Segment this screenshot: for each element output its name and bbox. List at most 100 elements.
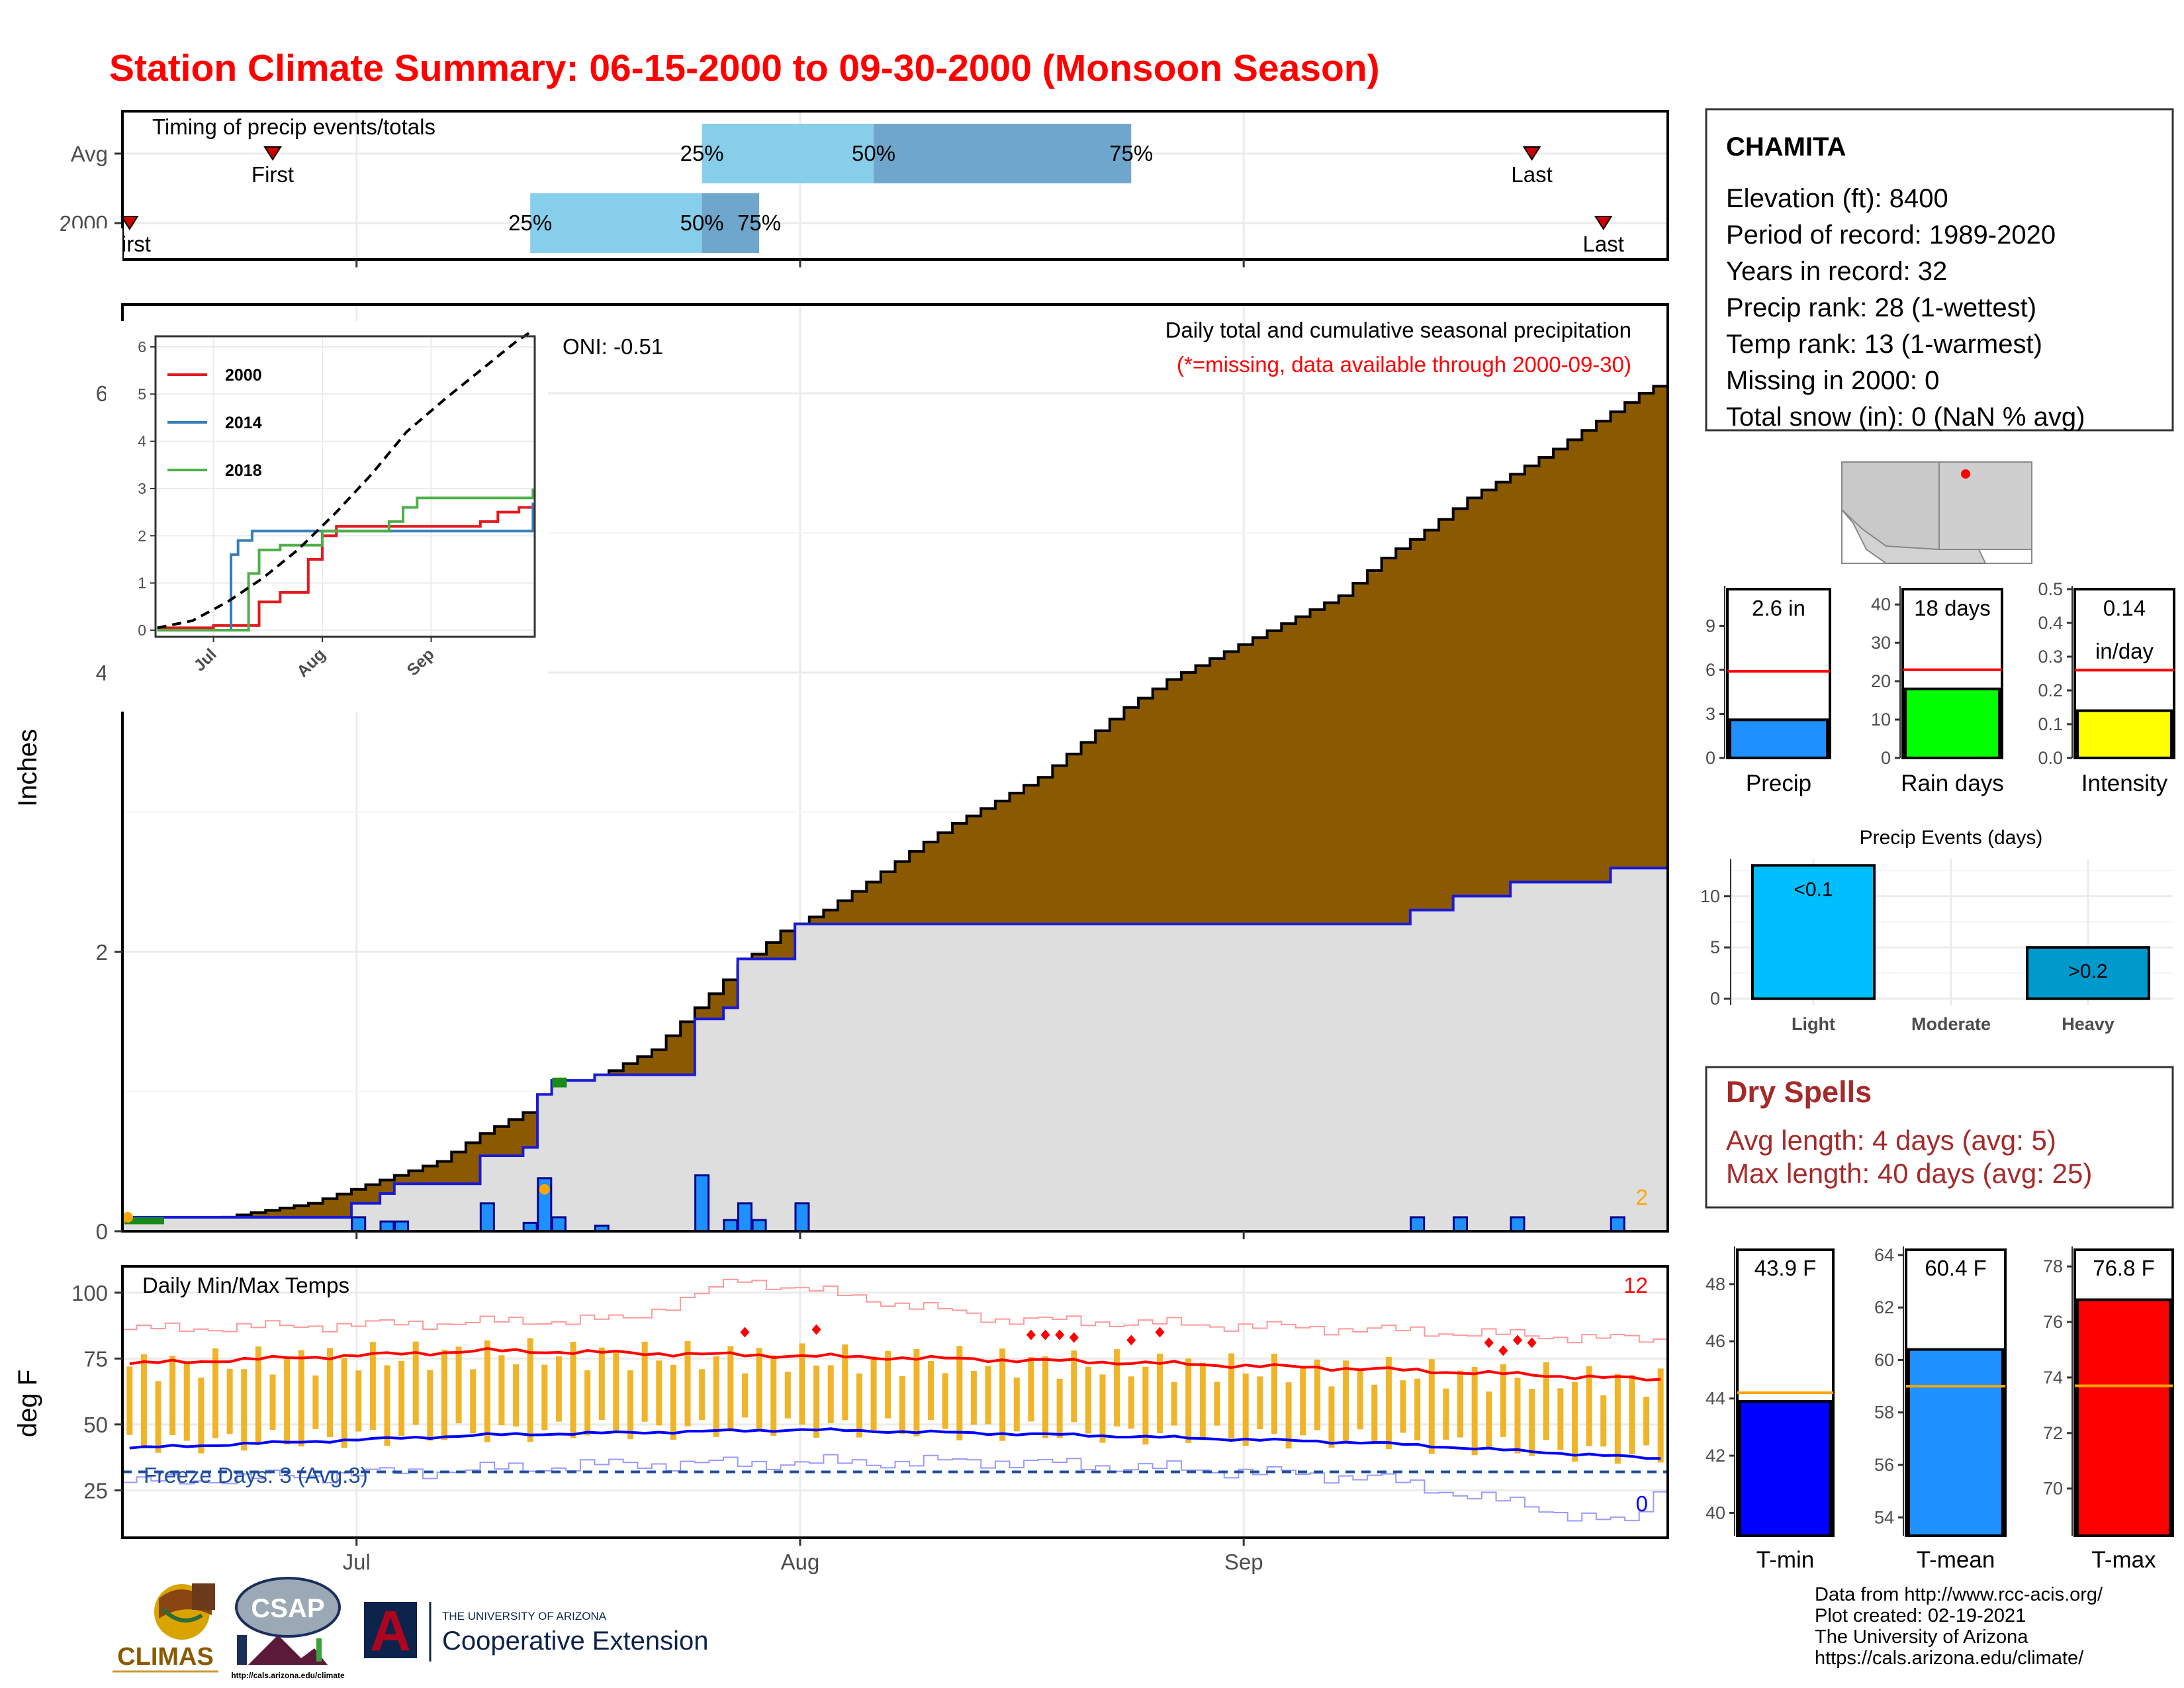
inset-ytick-label: 3 <box>138 480 146 497</box>
daily-temp-bar <box>784 1372 791 1419</box>
temp-value-bar <box>1907 1348 2004 1537</box>
daily-precip-bar <box>737 1202 752 1233</box>
station-info-line: Elevation (ft): 8400 <box>1726 184 1948 213</box>
record-high-marker <box>811 1324 821 1335</box>
inset-legend-label: 2018 <box>225 461 262 480</box>
inset-series-2000 <box>157 506 533 630</box>
events-ytick-label: 5 <box>1710 937 1720 957</box>
main-ytick-label: 2 <box>96 940 108 964</box>
daily-temp-bar <box>369 1342 376 1430</box>
inset-panel-bg <box>156 336 535 637</box>
climas-logo-swoosh <box>160 1607 203 1622</box>
footer-line: https://cals.arizona.edu/climate/ <box>1815 1648 2084 1669</box>
mini-value-label: 2.6 in <box>1752 596 1805 620</box>
daily-temp-bar <box>284 1358 291 1445</box>
mini-chart-label: Rain days <box>1901 771 2004 796</box>
avg-tmax-line <box>129 1346 1661 1382</box>
main-ytick-label: 4 <box>96 661 108 685</box>
daily-temp-bar <box>1557 1388 1564 1450</box>
temp-value-bar <box>1739 1399 1832 1537</box>
daily-precip-bar <box>379 1220 395 1233</box>
daily-temp-bar <box>1242 1373 1249 1446</box>
timing-overflow-mask <box>66 228 122 261</box>
last-event-marker <box>1522 146 1541 161</box>
events-category-label: Light <box>1792 1014 1835 1034</box>
footer-line: The University of Arizona <box>1815 1626 2028 1648</box>
temp-value-label: 60.4 F <box>1925 1256 1987 1280</box>
daily-precip-bar <box>751 1219 767 1233</box>
daily-temp-bar <box>1085 1366 1091 1434</box>
daily-temp-bar <box>1471 1366 1478 1456</box>
daily-temp-bar <box>713 1356 719 1437</box>
temp-bar-ytick-label: 78 <box>2043 1256 2063 1276</box>
avg-tmin-line <box>129 1427 1661 1460</box>
inset-ytick-label: 4 <box>138 433 146 450</box>
record-high-marker <box>1026 1329 1036 1340</box>
timing-bar-25-50 <box>702 124 874 183</box>
daily-temp-bar <box>813 1366 820 1438</box>
inset-border <box>154 335 536 638</box>
dry-spells-box <box>1705 1066 2174 1209</box>
temp-title: Daily Min/Max Temps <box>142 1273 349 1297</box>
record-high-marker <box>1498 1345 1508 1356</box>
temp-count-min: 0 <box>1636 1491 1648 1516</box>
events-bar <box>1751 864 1876 1000</box>
climas-logo-text: CLIMAS <box>117 1643 214 1671</box>
timing-label-25: 25% <box>680 141 724 165</box>
temp-bar-ytick-label: 76 <box>2043 1312 2063 1332</box>
record-high-marker <box>1069 1332 1079 1343</box>
map-state-new-mexico <box>1938 461 2032 550</box>
daily-temp-bar <box>699 1369 705 1421</box>
temp-bar-ytick-label: 64 <box>1874 1245 1894 1265</box>
daily-temp-bar <box>1328 1386 1335 1448</box>
timing-label-50: 50% <box>852 141 895 165</box>
daily-temp-bar <box>269 1374 276 1430</box>
daily-temp-bar <box>1013 1378 1020 1432</box>
daily-temp-bar <box>341 1357 347 1448</box>
daily-temp-bar <box>727 1346 734 1432</box>
mini-ytick-label: 0.1 <box>2038 714 2063 734</box>
csap-logo-mountain <box>248 1635 328 1665</box>
daily-temp-bar <box>1457 1370 1464 1438</box>
timing-label-50: 50% <box>680 211 724 235</box>
events-bar-label: <0.1 <box>1794 878 1833 900</box>
daily-temp-bar <box>498 1355 505 1426</box>
temp-panel-bg <box>122 1266 1668 1538</box>
daily-temp-bar <box>455 1346 462 1424</box>
daily-temp-bar <box>870 1356 877 1430</box>
inset-ytick-label: 1 <box>138 575 146 592</box>
daily-temp-bar <box>985 1366 991 1425</box>
mini-ytick-label: 3 <box>1706 704 1715 724</box>
daily-temp-bar <box>1228 1353 1235 1439</box>
main-ytick-label: 0 <box>96 1219 108 1244</box>
page-title: Station Climate Summary: 06-15-2000 to 0… <box>109 47 1380 89</box>
year-cumulative-line <box>122 867 1668 1219</box>
daily-temp-bar <box>1529 1389 1535 1456</box>
daily-temp-bar <box>1199 1362 1206 1440</box>
daily-temp-bar <box>856 1373 862 1438</box>
daily-temp-bar <box>899 1376 905 1434</box>
mini-value-label: 18 days <box>1914 596 1991 620</box>
daily-temp-bar <box>1343 1360 1349 1443</box>
daily-precip-bar <box>1510 1216 1525 1233</box>
ua-logo-big-text: Cooperative Extension <box>442 1626 708 1656</box>
record-high-marker <box>1040 1329 1050 1340</box>
events-category-label: Heavy <box>2062 1014 2115 1034</box>
temp-value-label: 43.9 F <box>1754 1256 1817 1280</box>
footer-line: Plot created: 02-19-2021 <box>1815 1605 2026 1626</box>
daily-temp-bar <box>1156 1353 1163 1433</box>
daily-temp-bar <box>1629 1375 1635 1455</box>
temp-bar-label: T-max <box>2091 1547 2156 1573</box>
timing-label-75: 75% <box>1109 141 1153 165</box>
daily-temp-bar <box>1486 1391 1492 1448</box>
daily-temp-bar <box>827 1365 834 1424</box>
temp-count-max: 12 <box>1623 1273 1648 1297</box>
first-event-marker <box>120 216 139 230</box>
oni-label: ONI: -0.51 <box>563 334 663 359</box>
daily-temp-bar <box>956 1346 963 1440</box>
daily-temp-bar <box>241 1369 248 1451</box>
temp-bar-ytick-label: 74 <box>2043 1368 2063 1387</box>
daily-temp-bar <box>1586 1366 1592 1446</box>
daily-precip-bar <box>351 1216 367 1233</box>
mini-ytick-label: 0.2 <box>2038 680 2063 700</box>
